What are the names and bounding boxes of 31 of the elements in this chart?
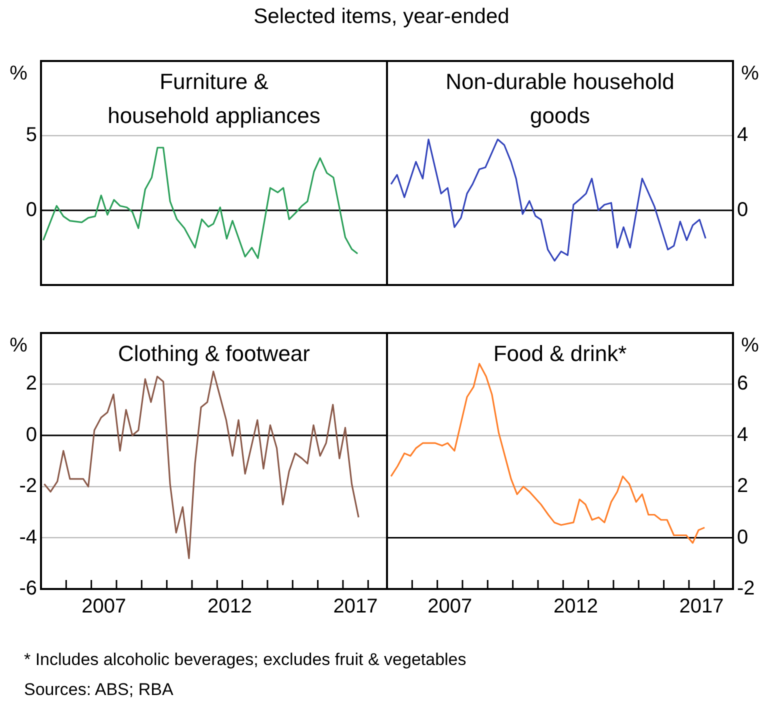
y-axis-title: % bbox=[741, 62, 760, 85]
y-axis-title: % bbox=[10, 334, 28, 357]
x-tick-label: 2012 bbox=[207, 596, 252, 618]
y-tick-label: 0 bbox=[26, 424, 37, 446]
y-tick-label: 4 bbox=[737, 424, 748, 446]
y-tick-label: -2 bbox=[19, 475, 37, 498]
y-tick-label: 0 bbox=[26, 198, 37, 221]
y-tick-label: 6 bbox=[737, 372, 748, 395]
x-tick-label: 2017 bbox=[333, 596, 378, 618]
text: * Includes alcoholic beverages; excludes fruit & vegetables bbox=[24, 650, 466, 670]
source-note: Sources: ABS; RBA bbox=[24, 680, 174, 700]
text: Non-durable household goods bbox=[446, 69, 674, 128]
text: Selected items, year-ended bbox=[252, 5, 510, 29]
y-tick-label: 0 bbox=[737, 526, 748, 548]
y-tick-label: 0 bbox=[737, 198, 748, 221]
x-tick-label: 2017 bbox=[679, 596, 724, 618]
y-axis-title: % bbox=[741, 334, 760, 357]
y-axis-title: % bbox=[10, 62, 28, 85]
y-tick-label: -2 bbox=[737, 578, 755, 600]
chart-title: Clothing & footwear bbox=[118, 341, 310, 366]
x-tick-label: 2007 bbox=[82, 596, 126, 618]
x-tick-label: 2007 bbox=[428, 596, 472, 618]
x-tick-label: 2012 bbox=[553, 596, 598, 618]
text: Furniture & household appliances bbox=[108, 69, 320, 128]
y-tick-label: 2 bbox=[737, 475, 748, 498]
y-tick-label: 2 bbox=[26, 372, 37, 395]
chart-title: Food & drink* bbox=[493, 341, 628, 366]
y-tick-label: 5 bbox=[26, 124, 37, 146]
y-tick-label: 4 bbox=[737, 124, 748, 146]
y-tick-label: -4 bbox=[19, 526, 37, 548]
y-tick-label: -6 bbox=[19, 578, 37, 600]
